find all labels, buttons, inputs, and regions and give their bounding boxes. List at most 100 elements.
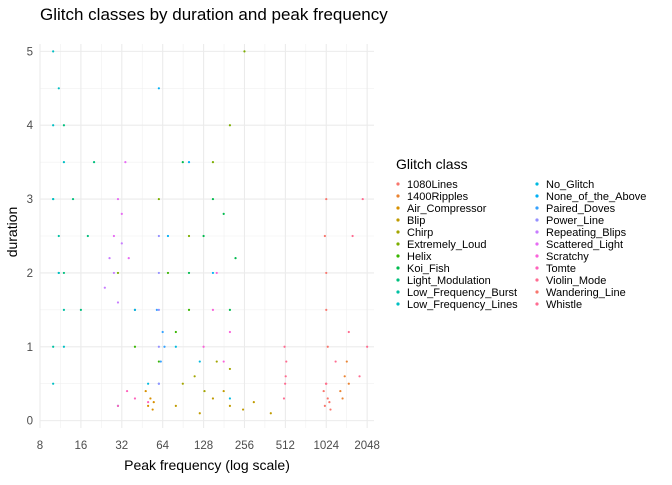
x-axis-label: Peak frequency (log scale) <box>124 457 290 473</box>
data-point <box>120 212 123 215</box>
legend-label: Violin_Mode <box>546 275 606 287</box>
legend-key <box>396 242 400 246</box>
legend-label: 1400Ripples <box>407 191 469 203</box>
legend-key <box>535 206 539 210</box>
data-point <box>157 234 160 238</box>
data-point <box>116 301 120 304</box>
data-point <box>108 257 111 260</box>
data-point <box>62 161 66 164</box>
data-point <box>147 404 150 407</box>
data-point <box>228 367 232 371</box>
data-point <box>52 382 55 385</box>
data-point <box>339 389 342 393</box>
y-tick-label: 1 <box>27 342 33 354</box>
data-point <box>125 389 129 393</box>
data-point <box>71 197 75 201</box>
data-point <box>157 271 160 275</box>
legend-label: Scratchy <box>546 251 589 263</box>
data-point <box>112 234 116 238</box>
data-point <box>57 87 60 90</box>
data-point <box>326 397 329 400</box>
data-point <box>325 271 328 275</box>
data-point <box>127 257 130 260</box>
data-point <box>228 404 232 407</box>
data-point <box>103 286 106 289</box>
data-point <box>52 197 55 201</box>
legend-key <box>396 290 400 294</box>
legend-key <box>396 266 400 270</box>
legend-title: Glitch class <box>396 156 468 172</box>
legend-label: Low_Frequency_Burst <box>407 287 517 299</box>
data-point <box>222 360 225 363</box>
data-point <box>157 360 160 363</box>
legend-label: Chirp <box>407 227 433 239</box>
legend-label: Whistle <box>546 299 582 311</box>
legend-key <box>396 194 400 198</box>
data-point <box>116 404 120 407</box>
data-point <box>155 308 158 311</box>
data-point <box>187 234 191 238</box>
data-point <box>203 389 206 393</box>
x-tick-label: 16 <box>74 440 87 452</box>
data-point <box>284 375 287 378</box>
data-point <box>284 382 287 385</box>
data-point <box>124 161 127 164</box>
data-point <box>322 389 325 393</box>
data-point <box>116 197 120 201</box>
data-point <box>161 330 164 334</box>
legend-key <box>535 254 539 258</box>
data-point <box>52 345 55 348</box>
data-point <box>334 360 337 363</box>
x-tick-label: 256 <box>235 440 254 452</box>
legend-key <box>535 230 539 234</box>
legend-label: Light_Modulation <box>407 275 491 287</box>
data-point <box>86 234 89 238</box>
data-point <box>62 124 66 127</box>
data-point <box>358 375 361 378</box>
legend-label: Blip <box>407 215 425 227</box>
legend-label: Koi_Fish <box>407 263 450 275</box>
data-point <box>202 234 205 238</box>
data-point <box>181 382 184 385</box>
data-point <box>345 360 348 363</box>
data-point <box>62 308 66 311</box>
legend-key <box>535 290 539 294</box>
data-point <box>211 271 215 275</box>
legend-label: Scattered_Light <box>546 239 623 251</box>
chart-title: Glitch classes by duration and peak freq… <box>40 5 388 24</box>
data-point <box>112 271 116 275</box>
data-point <box>323 234 326 238</box>
legend-key <box>535 302 539 306</box>
data-point <box>193 375 196 378</box>
data-point <box>157 382 160 385</box>
data-point <box>326 345 329 348</box>
data-point <box>62 271 66 275</box>
x-tick-label: 8 <box>37 440 43 452</box>
y-axis-ticks: 0 1 2 3 4 5 <box>27 46 34 427</box>
data-point <box>157 87 160 90</box>
data-point <box>222 212 225 215</box>
y-tick-label: 2 <box>27 268 33 280</box>
data-point <box>159 360 162 363</box>
data-point <box>285 360 288 363</box>
data-point <box>52 124 55 127</box>
data-point <box>283 345 286 348</box>
legend-key <box>396 182 400 186</box>
data-point <box>343 375 346 378</box>
y-tick-label: 4 <box>27 120 34 132</box>
y-tick-label: 5 <box>27 46 33 58</box>
data-point <box>341 397 344 400</box>
data-point <box>116 271 120 275</box>
legend-label: Tomte <box>546 263 576 275</box>
legend-key <box>535 182 539 186</box>
legend-key <box>396 206 400 210</box>
data-point <box>174 404 177 407</box>
legend-key <box>535 218 539 222</box>
data-point <box>152 401 155 404</box>
data-point <box>211 197 215 201</box>
data-point <box>151 408 154 411</box>
legend-key <box>396 218 400 222</box>
data-point <box>187 308 191 311</box>
x-tick-label: 64 <box>156 440 169 452</box>
